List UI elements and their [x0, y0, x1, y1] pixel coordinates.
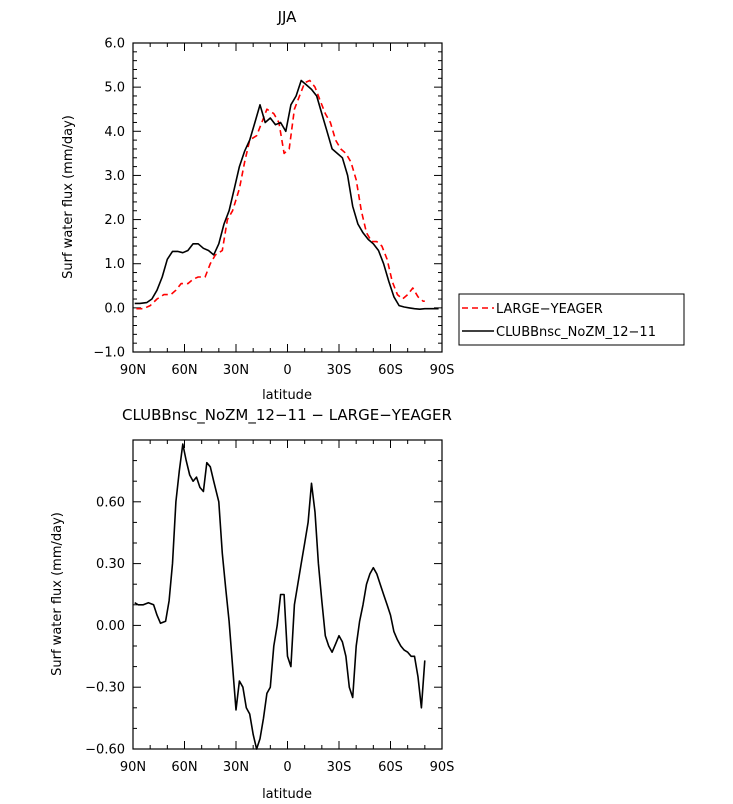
x-tick-label: 90S: [430, 363, 455, 378]
y-tick-label: −0.60: [85, 743, 125, 758]
legend-box: [458, 293, 685, 346]
y-axis-label: Surf water flux (mm/day): [50, 512, 65, 676]
x-tick-label: 90S: [430, 760, 455, 775]
x-tick-label: 30S: [327, 760, 352, 775]
tick-marks: [132, 42, 443, 353]
y-tick-label: 4.0: [104, 125, 125, 140]
y-tick-label: 0.00: [96, 619, 125, 634]
plot-frame: [132, 439, 443, 750]
series-lines: [134, 79, 439, 311]
chart-title: CLUBBnsc_NoZM_12−11 − LARGE−YEAGER: [122, 406, 452, 425]
x-tick-labels: 90N 60N 30N 0 30S 60S 90S: [120, 760, 455, 775]
x-tick-label: 90N: [120, 760, 146, 775]
y-tick-label: 0.0: [104, 301, 125, 316]
plot-frame: [132, 42, 443, 353]
y-tick-labels: −0.60 −0.30 0.00 0.30 0.60: [85, 495, 125, 757]
y-tick-label: 0.30: [96, 557, 125, 572]
chart-title: JJA: [277, 8, 298, 26]
y-tick-label: 3.0: [104, 169, 125, 184]
y-tick-label: 5.0: [104, 81, 125, 96]
series-lines: [134, 443, 426, 750]
y-tick-label: 1.0: [104, 257, 125, 272]
y-tick-label: 2.0: [104, 213, 125, 228]
x-axis-label: latitude: [262, 787, 312, 802]
y-tick-label: −1.0: [93, 346, 125, 361]
tick-marks: [132, 440, 443, 750]
x-tick-label: 0: [283, 363, 291, 378]
x-tick-label: 30S: [327, 363, 352, 378]
legend-label-clubb: CLUBBnsc_NoZM_12−11: [496, 325, 656, 340]
series-line: [136, 79, 425, 310]
x-tick-label: 90N: [120, 363, 146, 378]
x-tick-label: 60N: [171, 363, 197, 378]
x-tick-label: 0: [283, 760, 291, 775]
x-tick-label: 60N: [171, 760, 197, 775]
chart-bottom: CLUBBnsc_NoZM_12−11 − LARGE−YEAGER −0.60…: [50, 406, 454, 802]
legend-label-large-yeager: LARGE−YEAGER: [496, 302, 603, 317]
series-line: [134, 443, 426, 750]
y-tick-label: 0.60: [96, 495, 125, 510]
x-tick-label: 60S: [378, 363, 403, 378]
y-tick-label: 6.0: [104, 37, 125, 52]
x-tick-label: 60S: [378, 760, 403, 775]
x-tick-label: 30N: [223, 363, 249, 378]
y-axis-label: Surf water flux (mm/day): [61, 115, 76, 279]
chart-top: JJA −1.0 0.0 1.0 2.0 3.0 4.0 5.0 6.0 90N 60N 30N 0…: [61, 8, 454, 403]
x-tick-labels: 90N 60N 30N 0 30S 60S 90S: [120, 363, 455, 378]
y-tick-label: −0.30: [85, 681, 125, 696]
x-axis-label: latitude: [262, 388, 312, 403]
legend: LARGE−YEAGER CLUBBnsc_NoZM_12−11: [458, 293, 685, 346]
series-line: [134, 79, 439, 311]
y-tick-labels: −1.0 0.0 1.0 2.0 3.0 4.0 5.0 6.0: [93, 37, 125, 361]
x-tick-label: 30N: [223, 760, 249, 775]
